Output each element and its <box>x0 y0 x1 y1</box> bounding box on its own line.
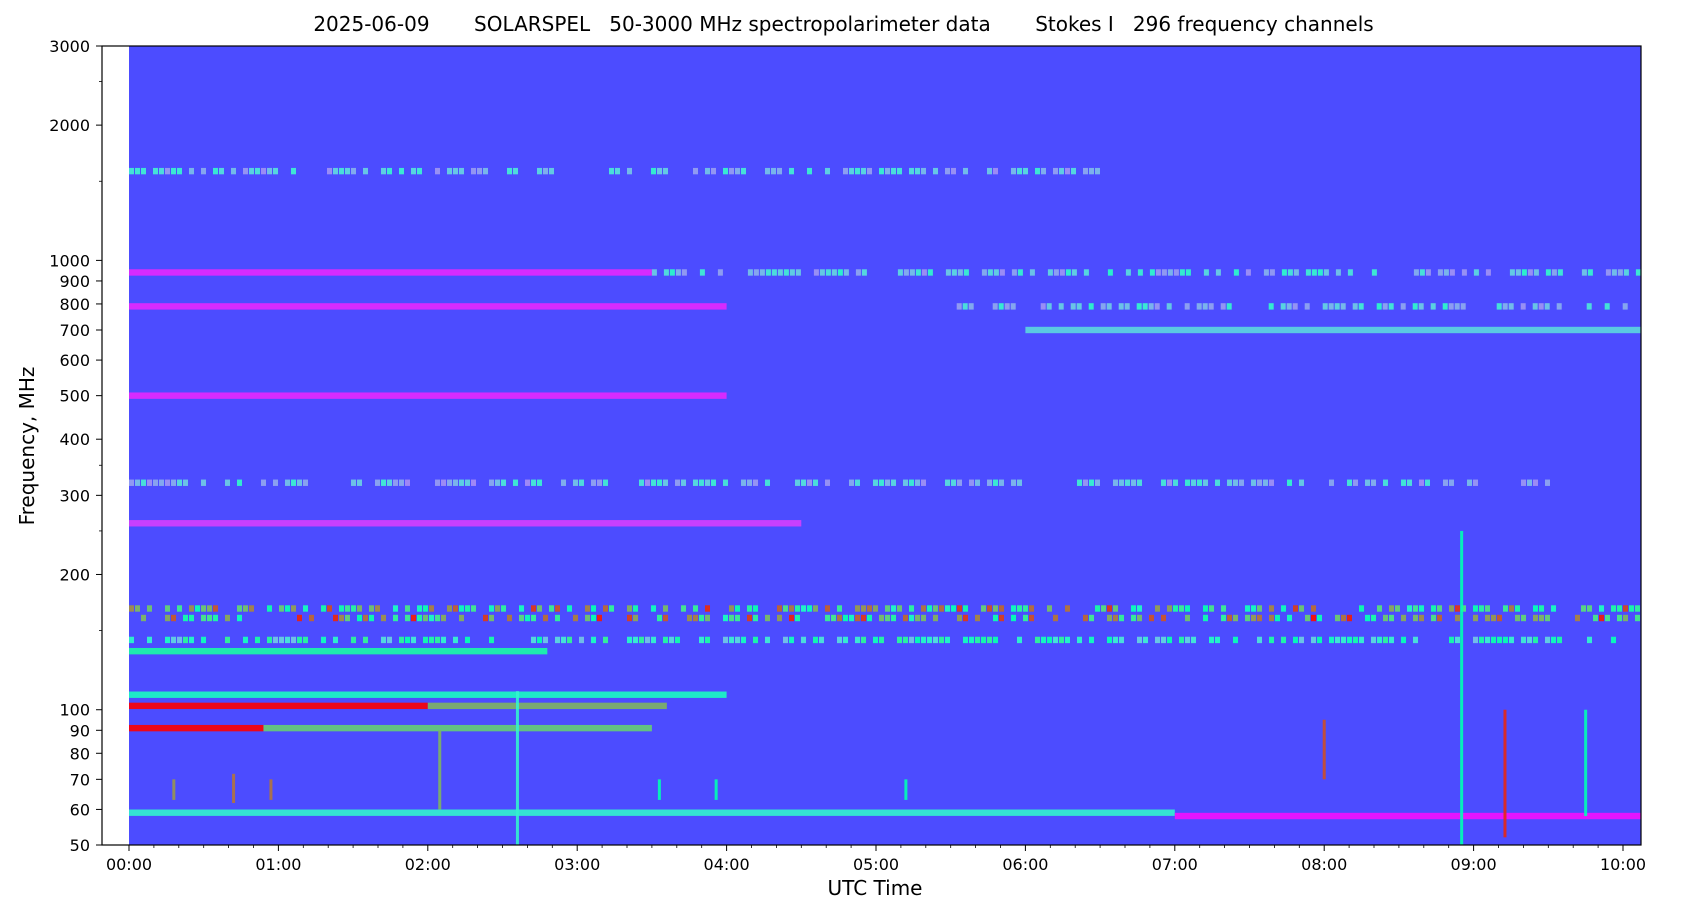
emission-band <box>129 167 1100 175</box>
burst-mark <box>1503 709 1507 838</box>
burst-mark <box>714 779 718 800</box>
emission-band <box>129 647 548 655</box>
burst-mark <box>232 773 236 804</box>
burst-mark <box>269 779 273 800</box>
x-tick-label: 02:00 <box>405 855 451 874</box>
emission-band <box>263 724 652 732</box>
y-tick-label: 2000 <box>49 116 90 135</box>
y-tick-label: 900 <box>59 272 90 291</box>
x-axis-ticks: 00:00 01:00 02:00 03:00 04:00 05:00 06:00 07:00… <box>106 845 1646 874</box>
y-tick-label: 50 <box>70 836 90 855</box>
emission-band <box>129 479 1550 486</box>
x-tick-label: 07:00 <box>1152 855 1198 874</box>
y-tick-label: 400 <box>59 430 90 449</box>
y-tick-label: 300 <box>59 486 90 505</box>
y-tick-label: 70 <box>70 770 90 789</box>
x-tick-label: 03:00 <box>554 855 600 874</box>
emission-band <box>427 702 667 710</box>
emission-band <box>129 392 727 399</box>
emission-band <box>1025 326 1641 334</box>
burst-mark <box>904 779 908 800</box>
emission-band <box>956 303 1628 310</box>
y-tick-label: 90 <box>70 721 90 740</box>
emission-band <box>129 520 802 527</box>
y-tick-label: 3000 <box>49 37 90 56</box>
burst-mark <box>1322 719 1326 780</box>
burst-mark <box>1460 530 1464 845</box>
burst-mark <box>657 779 661 800</box>
emission-band <box>129 809 1175 816</box>
emission-bands <box>129 167 1641 820</box>
x-tick-label: 06:00 <box>1002 855 1048 874</box>
emission-band <box>1174 812 1641 820</box>
y-tick-label: 100 <box>59 701 90 720</box>
x-tick-label: 08:00 <box>1301 855 1347 874</box>
burst-mark <box>172 779 176 800</box>
y-tick-label: 700 <box>59 321 90 340</box>
x-tick-label: 04:00 <box>704 855 750 874</box>
y-tick-label: 800 <box>59 295 90 314</box>
emission-band <box>141 614 1640 622</box>
chart-title: 2025-06-09 SOLARSPEL 50-3000 MHz spectro… <box>313 12 1374 36</box>
burst-mark <box>438 730 442 810</box>
y-tick-label: 60 <box>70 800 90 819</box>
emission-band <box>129 691 727 698</box>
y-tick-label: 600 <box>59 351 90 370</box>
emission-band <box>129 702 428 710</box>
x-tick-label: 01:00 <box>255 855 301 874</box>
y-tick-label: 80 <box>70 744 90 763</box>
y-tick-label: 200 <box>59 565 90 584</box>
emission-band <box>129 303 727 310</box>
emission-band <box>129 605 1640 612</box>
x-axis-label: UTC Time <box>827 876 923 900</box>
burst-mark <box>1584 709 1588 817</box>
plot-frame <box>101 45 1642 846</box>
burst-mark <box>515 691 519 845</box>
y-tick-label: 1000 <box>49 251 90 270</box>
emission-band <box>129 724 264 732</box>
emission-band <box>129 636 1616 644</box>
emission-band <box>129 269 652 276</box>
x-tick-label: 09:00 <box>1451 855 1497 874</box>
x-tick-label: 10:00 <box>1600 855 1646 874</box>
y-tick-label: 500 <box>59 387 90 406</box>
x-tick-label: 00:00 <box>106 855 152 874</box>
radio-bursts <box>172 530 1588 845</box>
emission-band <box>651 269 1641 276</box>
x-tick-label: 05:00 <box>853 855 899 874</box>
spectrogram-data-area <box>129 46 1641 845</box>
